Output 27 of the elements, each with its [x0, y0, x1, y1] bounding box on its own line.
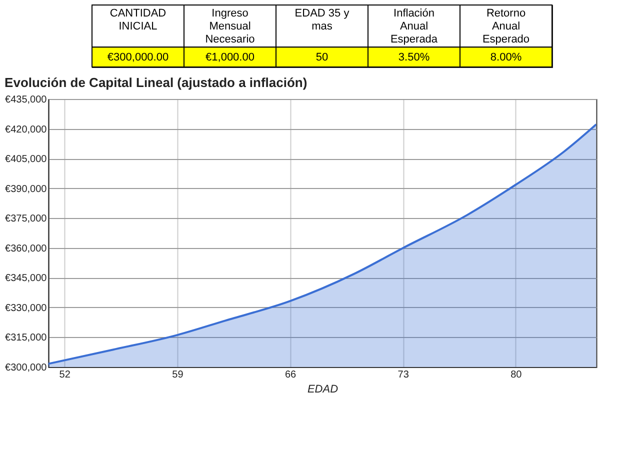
- y-tick-label: €375,000: [5, 214, 48, 225]
- y-tick-label: €300,000: [5, 362, 48, 374]
- y-tick-label: €420,000: [5, 124, 48, 136]
- x-axis-title: EDAD: [307, 384, 338, 396]
- text: €1,000.00: [206, 52, 254, 64]
- text: Inflación Anual Esperada: [390, 7, 438, 46]
- x-tick-label: 66: [284, 370, 297, 380]
- y-tick-label: €330,000: [5, 302, 48, 314]
- text: EDAD 35 y mas: [294, 7, 350, 32]
- x-tick-label: 52: [59, 370, 71, 380]
- y-tick-label: €315,000: [5, 332, 48, 344]
- text: €300,000.00: [107, 52, 169, 64]
- x-tick-label: 80: [510, 370, 522, 380]
- text: Retorno Anual Esperado: [482, 7, 530, 46]
- text: Ingreso Mensual Necesario: [205, 7, 255, 46]
- y-tick-label: €435,000: [5, 94, 48, 106]
- y-tick-label: €345,000: [5, 273, 48, 284]
- text: 8.00%: [490, 52, 522, 64]
- chart-title: Evolución de Capital Lineal (ajustado a inflación): [4, 75, 308, 90]
- y-tick-label: €390,000: [5, 184, 48, 195]
- text: 3.50%: [398, 52, 430, 64]
- y-tick-label: €405,000: [5, 154, 48, 166]
- text: CANTIDAD INICIAL: [110, 7, 166, 32]
- x-tick-label: 73: [398, 370, 410, 380]
- text: 50: [316, 52, 328, 64]
- x-tick-label: 59: [172, 370, 184, 380]
- y-tick-label: €360,000: [5, 243, 48, 254]
